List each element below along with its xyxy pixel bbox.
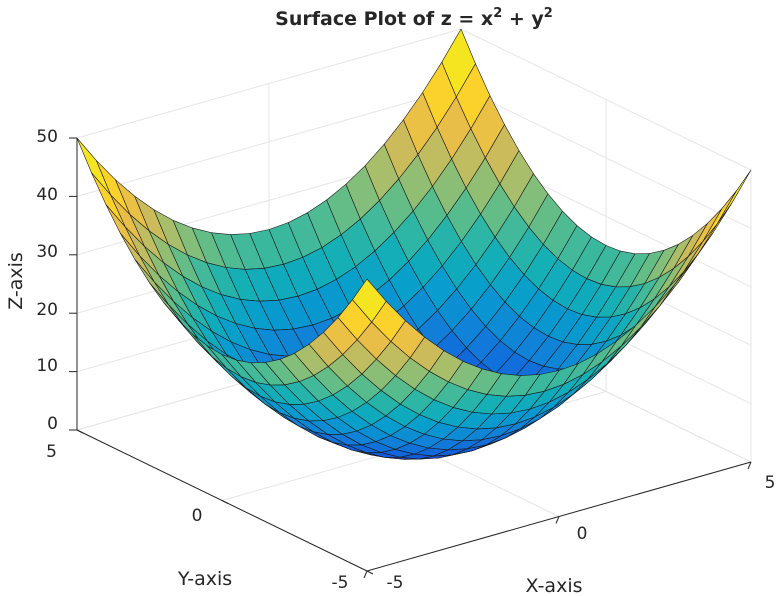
y-tick (221, 500, 229, 504)
chart-title: Surface Plot of z = x2 + y2 (275, 6, 553, 30)
title-exponent: 2 (493, 6, 502, 21)
surface-facet (687, 208, 723, 257)
y-tick-labels: 5 0 -5 (46, 442, 348, 593)
surface-facet (352, 278, 387, 323)
y-tick-label: -5 (332, 573, 349, 593)
x-tick-label: 0 (577, 524, 588, 544)
x-tick-labels: -5 0 5 (387, 473, 776, 593)
surface (76, 28, 752, 460)
surface-facet (76, 137, 111, 196)
x-tick (363, 570, 368, 579)
surface-facet (716, 169, 752, 225)
surface-facet (702, 190, 737, 242)
x-axis-label: X-axis (526, 575, 583, 596)
z-tick-label: 40 (36, 185, 58, 205)
z-axis-label: Z-axis (5, 252, 27, 310)
z-tick-label: 30 (36, 242, 58, 262)
x-tick (747, 461, 752, 470)
z-tick-label: 10 (36, 356, 58, 376)
title-exponent: 2 (544, 6, 553, 21)
x-tick-label: -5 (387, 573, 404, 593)
y-axis-label: Y-axis (177, 568, 232, 590)
z-tick-labels: 0 10 20 30 40 50 (36, 127, 58, 434)
y-tick-label: 0 (192, 506, 203, 526)
title-text: + y (502, 8, 544, 30)
x-tick (555, 516, 560, 524)
y-tick (366, 570, 374, 575)
x-tick-label: 5 (765, 473, 776, 493)
z-tick-label: 50 (36, 127, 58, 147)
z-tick-label: 20 (36, 300, 58, 320)
axes (69, 137, 752, 579)
y-tick (76, 429, 84, 434)
z-tick-label: 0 (47, 414, 58, 434)
y-tick-label: 5 (46, 442, 57, 462)
title-text: Surface Plot of z = x (275, 8, 493, 30)
